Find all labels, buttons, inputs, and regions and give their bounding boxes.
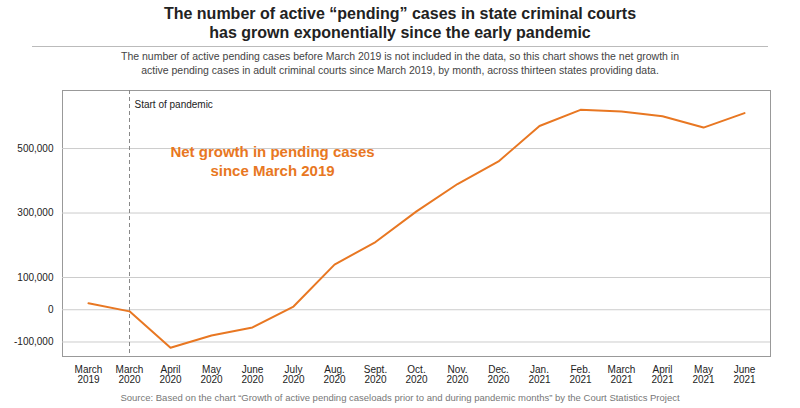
- svg-text:June2020: June2020: [241, 363, 264, 384]
- svg-text:Aug.2020: Aug.2020: [323, 363, 346, 384]
- html-text:The number of active pending c: The number of active pending cases befor…: [121, 50, 679, 76]
- svg-text:April2021: April2021: [651, 363, 674, 384]
- svg-text:July2020: July2020: [282, 363, 305, 384]
- svg-text:March2021: March2021: [608, 363, 636, 384]
- svg-text:June2021: June2021: [733, 363, 756, 384]
- svg-text:Sept.2020: Sept.2020: [364, 363, 387, 384]
- svg-text:May2020: May2020: [200, 363, 223, 384]
- svg-text:Dec.2020: Dec.2020: [487, 363, 510, 384]
- svg-text:300,000: 300,000: [17, 207, 54, 218]
- svg-text:Nov.2020: Nov.2020: [446, 363, 469, 384]
- svg-text:April2020: April2020: [159, 363, 182, 384]
- svg-text:Feb.2021: Feb.2021: [569, 363, 592, 384]
- html-text:Source: Based on the chart “Gr: Source: Based on the chart “Growth of ac…: [120, 391, 680, 403]
- svg-text:-100,000: -100,000: [14, 336, 54, 347]
- svg-text:Net growth in pending casessin: Net growth in pending casessince March 2…: [170, 143, 374, 179]
- svg-text:March2020: March2020: [116, 363, 144, 384]
- svg-text:Jan.2021: Jan.2021: [528, 363, 551, 384]
- svg-text:May2021: May2021: [692, 363, 715, 384]
- svg-text:0: 0: [48, 304, 54, 315]
- svg-text:100,000: 100,000: [17, 271, 54, 282]
- svg-text:Start of pandemic: Start of pandemic: [135, 98, 213, 109]
- svg-text:500,000: 500,000: [17, 142, 54, 153]
- svg-text:Oct.2020: Oct.2020: [405, 363, 428, 384]
- html-text:The number of active “pending”: The number of active “pending” cases in …: [163, 5, 637, 42]
- svg-text:March2019: March2019: [75, 363, 103, 384]
